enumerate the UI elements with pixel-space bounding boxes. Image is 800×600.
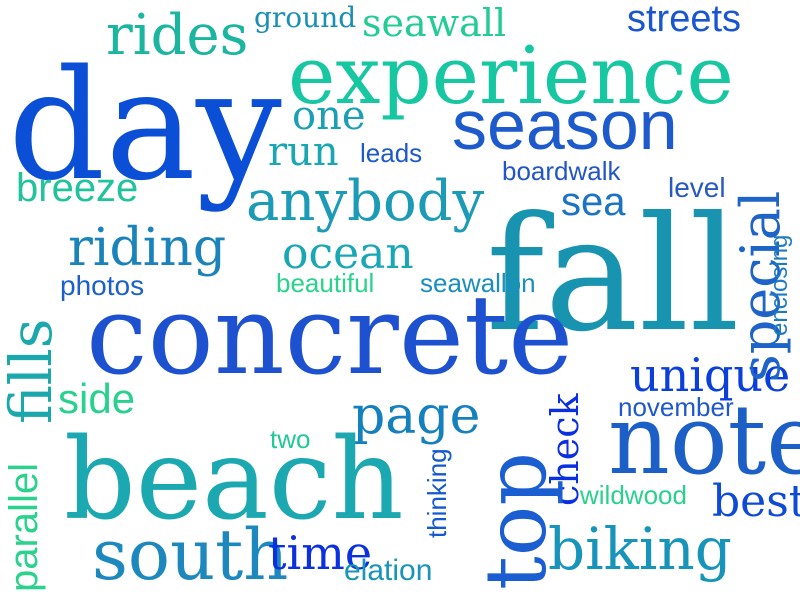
word-best: note bbox=[608, 384, 800, 496]
word-riding: riding bbox=[68, 218, 227, 278]
word-rides: rides bbox=[106, 3, 249, 68]
word-leads: leads bbox=[360, 138, 423, 168]
word-check: south bbox=[92, 514, 289, 596]
word-run: run bbox=[268, 129, 339, 175]
word-thinking: biking bbox=[548, 515, 732, 583]
word-one: one bbox=[292, 93, 366, 139]
word-season: season bbox=[452, 86, 678, 164]
word-seawall: seawall bbox=[362, 1, 507, 45]
word-boardwalk: boardwalk bbox=[502, 156, 621, 186]
word-elation: parallel bbox=[2, 463, 46, 592]
word-day: day bbox=[8, 37, 282, 214]
word-biking: beach bbox=[64, 415, 404, 545]
word-streets: streets bbox=[627, 0, 742, 40]
word-top: time bbox=[268, 526, 373, 580]
word-beautiful: enclosing bbox=[766, 234, 793, 336]
word-unique: concrete bbox=[86, 271, 574, 399]
word-concrete: beautiful bbox=[276, 268, 375, 298]
word-enclosing: wildwood bbox=[580, 480, 687, 510]
word-november: side bbox=[58, 375, 136, 422]
word-ground: ground bbox=[254, 1, 357, 34]
word-side: seawallon bbox=[420, 268, 536, 298]
word-anybody: anybody bbox=[246, 169, 485, 234]
word-breeze: breeze bbox=[16, 166, 139, 210]
word-page: fills bbox=[0, 318, 65, 424]
word-note: unique bbox=[630, 348, 791, 402]
word-fall: fall bbox=[486, 183, 740, 367]
word-time: top bbox=[467, 451, 565, 590]
word-level: level bbox=[668, 172, 726, 203]
word-seawallon: photos bbox=[60, 270, 145, 301]
word-wildwood: november bbox=[618, 392, 734, 422]
word-sea: sea bbox=[561, 180, 626, 224]
word-parallel: elation bbox=[344, 554, 433, 587]
word-ocean: ocean bbox=[282, 228, 414, 279]
word-special: thinking bbox=[422, 448, 452, 538]
word-experience: experience bbox=[288, 29, 734, 122]
word-fills: best bbox=[712, 476, 800, 527]
word-two: page bbox=[352, 386, 481, 446]
word-south: two bbox=[270, 424, 311, 454]
